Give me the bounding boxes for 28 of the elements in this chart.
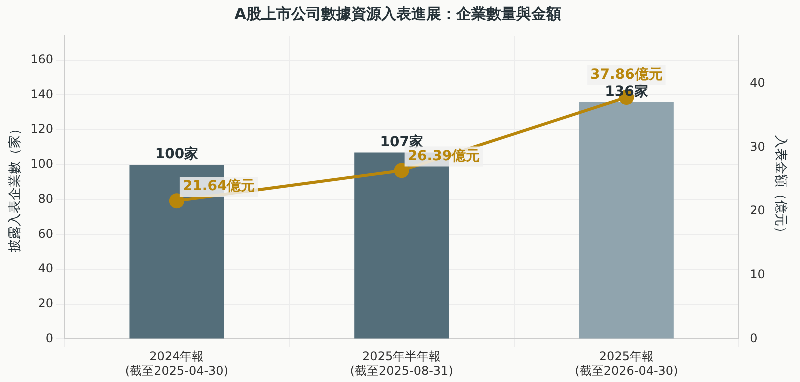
y2-tick-label: 10 <box>750 267 766 282</box>
data-label: 136家 <box>605 82 648 100</box>
x-tick-label: 2024年報 (截至2025-04-30) <box>125 350 228 378</box>
point <box>169 194 184 209</box>
y-axis-title: 披露入表企業數（家） <box>7 122 24 253</box>
x-tick-label: 2025年半年報 (截至2025-08-31) <box>350 350 454 378</box>
y-tick-label: 160 <box>30 52 54 67</box>
y2-tick-label: 40 <box>750 76 766 90</box>
y2-tick-label: 30 <box>750 140 766 154</box>
y-tick-label: 20 <box>38 296 54 310</box>
data-label: 21.64億元 <box>182 178 256 195</box>
chart-title: A股上市公司數據資源入表進展：企業數量與金額 <box>234 4 562 23</box>
y-tick-label: 100 <box>30 157 54 172</box>
y2-axis-title: 入表金額（億元） <box>772 136 788 240</box>
y-tick-label: 80 <box>38 192 54 206</box>
y-tick-label: 120 <box>30 122 54 136</box>
x-tick-label: 2025年報 (截至2026-04-30) <box>575 350 678 378</box>
y-tick-label: 60 <box>38 226 54 241</box>
data-label: 100家 <box>155 146 199 163</box>
data-label: 26.39億元 <box>408 147 480 164</box>
y-tick-label: 140 <box>30 87 54 102</box>
y-tick-label: 40 <box>38 262 54 276</box>
data-label: 37.86億元 <box>590 66 663 84</box>
y-tick-label: 0 <box>46 331 54 346</box>
point <box>394 163 410 178</box>
y2-tick-label: 20 <box>750 204 766 218</box>
y2-tick-label: 0 <box>750 331 758 346</box>
bar <box>579 102 674 339</box>
